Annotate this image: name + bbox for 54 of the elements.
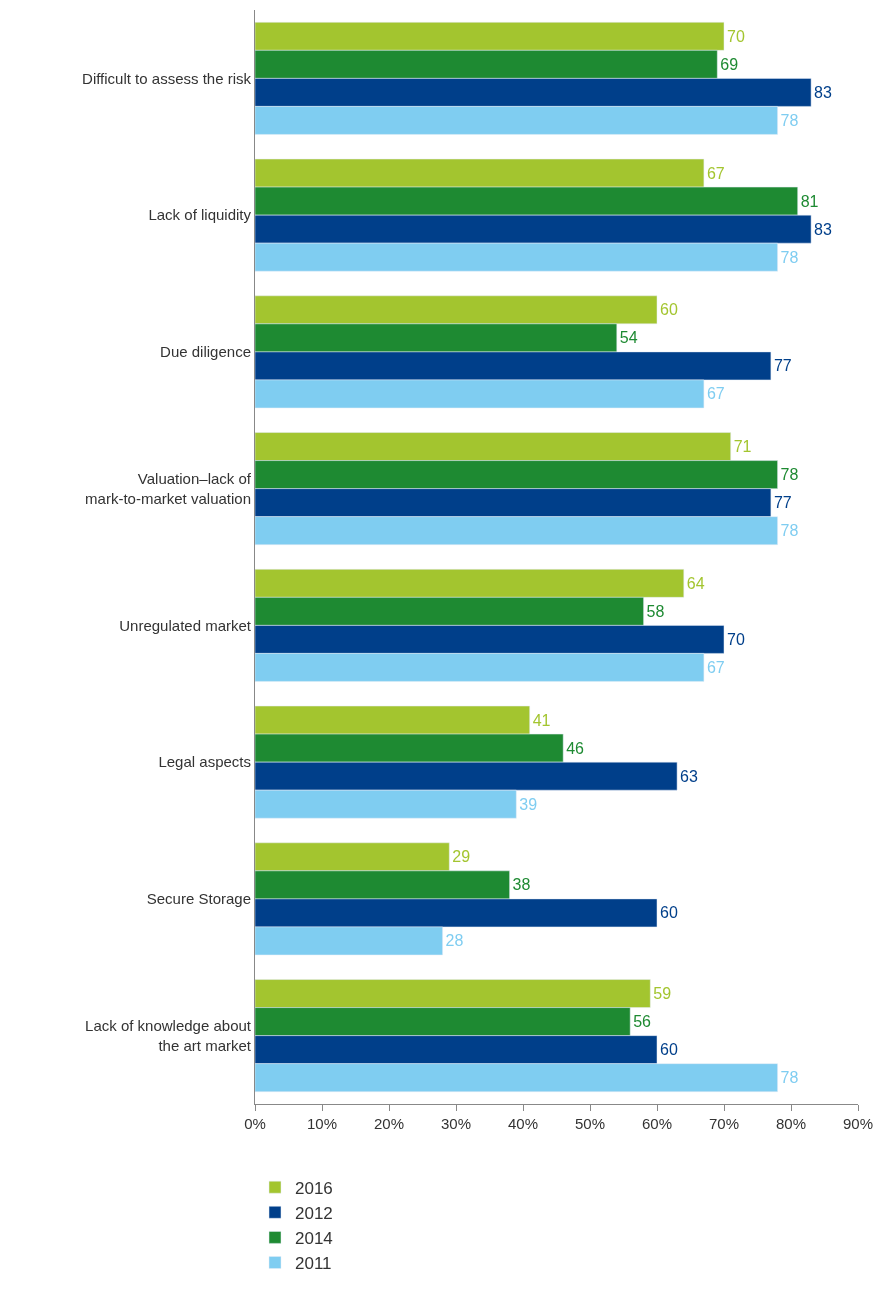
x-tick-label: 60%: [641, 1115, 673, 1132]
data-label: 60: [660, 1041, 678, 1059]
data-label: 83: [814, 83, 832, 101]
data-label: 28: [445, 932, 464, 950]
data-label: 63: [680, 767, 698, 785]
data-label: 67: [706, 164, 725, 182]
data-label: 69: [720, 55, 739, 73]
data-label: 70: [727, 27, 745, 45]
data-label: 78: [780, 522, 799, 540]
y-tick-label: Unregulated market: [119, 616, 252, 634]
y-tick-label: Valuation–lack of mark-to-market valuation: [85, 470, 252, 507]
data-label: 56: [633, 1013, 652, 1031]
legend-label: 2011: [295, 1254, 332, 1274]
data-label: 60: [660, 301, 678, 319]
data-label: 67: [706, 658, 725, 676]
data-label: 60: [660, 904, 678, 922]
x-tick-label: 20%: [373, 1115, 405, 1132]
x-tick-label: 90%: [842, 1115, 874, 1132]
data-label: 41: [532, 711, 551, 729]
x-tick-label: 0%: [244, 1115, 266, 1132]
y-tick-label: Secure Storage: [146, 890, 251, 908]
x-tick-label: 70%: [708, 1115, 740, 1132]
legend-label: 2016: [295, 1178, 333, 1198]
data-label: 54: [619, 329, 638, 347]
y-tick-label: Lack of knowledge about the art market: [85, 1017, 252, 1054]
y-tick-label: Lack of liquidity: [148, 206, 252, 224]
data-label: 83: [814, 220, 832, 238]
data-label: 70: [727, 630, 745, 648]
data-label: 39: [519, 795, 538, 813]
x-tick-label: 80%: [775, 1115, 807, 1132]
data-label: 78: [780, 1069, 799, 1087]
x-tick-label: 50%: [574, 1115, 606, 1132]
y-tick-label: Legal aspects: [158, 753, 251, 771]
data-label: 77: [773, 357, 792, 375]
x-tick-label: 30%: [440, 1115, 472, 1132]
y-tick-label: Difficult to assess the risk: [82, 69, 252, 87]
data-label: 71: [733, 438, 752, 456]
legend-label: 2014: [295, 1229, 333, 1249]
data-label: 81: [800, 192, 819, 210]
y-tick-label: Due diligence: [160, 343, 251, 361]
data-label: 59: [653, 985, 672, 1003]
data-label: 46: [566, 739, 585, 757]
legend-label: 2012: [295, 1203, 333, 1223]
data-label: 77: [773, 494, 792, 512]
data-label: 78: [780, 248, 799, 266]
data-label: 67: [706, 385, 725, 403]
data-label: 78: [780, 466, 799, 484]
data-label: 58: [646, 602, 665, 620]
data-label: 38: [512, 876, 531, 894]
data-label: 78: [780, 111, 799, 129]
data-label: 29: [452, 848, 471, 866]
data-label: 64: [686, 574, 705, 592]
x-tick-label: 10%: [306, 1115, 338, 1132]
x-tick-label: 40%: [507, 1115, 539, 1132]
